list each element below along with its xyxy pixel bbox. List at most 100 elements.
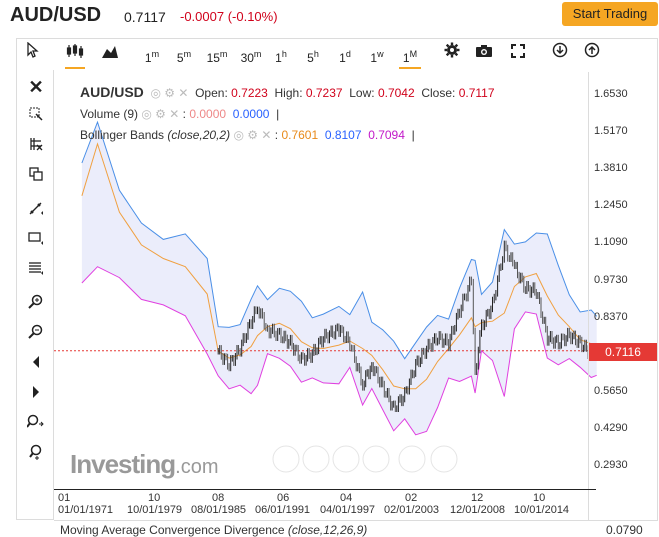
legend-bollinger: Bollinger Bands (close,20,2) ◎ ⚙ ✕ : 0.7… <box>80 128 415 142</box>
upload-icon[interactable] <box>581 39 603 69</box>
y-tick: 0.2930 <box>594 459 628 471</box>
open-label: Open: <box>195 86 228 100</box>
x-tick-top: 10 <box>148 492 161 504</box>
x-tick-date: 06/01/1991 <box>255 504 311 516</box>
drawing-toolbar: ✕ <box>16 70 54 520</box>
open-value: 0.7223 <box>231 86 268 100</box>
x-tick-top: 01 <box>58 492 71 504</box>
scroll-left-icon[interactable] <box>25 354 47 376</box>
fib-levels-icon[interactable] <box>25 260 47 282</box>
download-icon[interactable] <box>549 39 571 69</box>
zoom-out-icon[interactable] <box>25 324 47 346</box>
x-tick-date: 10/01/1979 <box>127 504 183 516</box>
bollinger-lower-line <box>81 266 597 436</box>
macd-params: (close,12,26,9) <box>287 523 368 537</box>
gear-icon[interactable] <box>441 39 463 69</box>
y-tick: 1.1090 <box>594 236 628 248</box>
bb-bar: | <box>411 128 415 142</box>
fullscreen-icon[interactable] <box>507 39 529 69</box>
interval-30m[interactable]: 30m <box>240 49 262 65</box>
x-tick-top: 12 <box>471 492 484 504</box>
close-icon[interactable]: ✕ <box>28 77 44 97</box>
interval-15m[interactable]: 15m <box>206 49 228 65</box>
legend-volume: Volume (9) ◎ ⚙ ✕ : 0.0000 0.0000 | <box>80 107 279 121</box>
interval-1w[interactable]: 1w <box>370 49 384 65</box>
volume-label: Volume (9) <box>80 107 139 121</box>
area-chart-icon[interactable] <box>99 39 121 69</box>
y-tick: 1.5170 <box>594 125 628 137</box>
copy-icon[interactable] <box>25 166 47 188</box>
macd-title-text: Moving Average Convergence Divergence <box>60 523 285 537</box>
bb-eye-icon[interactable]: ◎ ⚙ ✕ <box>233 128 272 142</box>
y-tick: 0.5650 <box>594 385 628 397</box>
y-axis-line <box>588 72 589 520</box>
low-value: 0.7042 <box>377 86 415 100</box>
interval-5m[interactable]: 5m <box>176 49 192 65</box>
volume-sep: : <box>182 107 187 121</box>
x-tick-date: 02/01/2003 <box>384 504 440 516</box>
bb-params: (close,20,2) <box>167 128 231 142</box>
legend-ohlc: AUD/USD ◎ ⚙ ✕ Open: 0.7223 High: 0.7237 … <box>80 84 495 100</box>
bb-sep: : <box>274 128 279 142</box>
volume-eye-icon[interactable]: ◎ ⚙ ✕ <box>141 107 180 121</box>
bollinger-upper-line <box>81 120 598 360</box>
y-tick: 1.2450 <box>594 199 628 211</box>
macd-panel: Moving Average Convergence Divergence (c… <box>54 520 658 537</box>
chart-nav-buttons <box>272 445 458 473</box>
y-tick: 0.8370 <box>594 311 628 323</box>
crosshair-delete-icon[interactable] <box>25 136 47 158</box>
investing-logo: Investing.com <box>70 449 218 480</box>
y-tick: 0.9730 <box>594 274 628 286</box>
select-remove-icon[interactable] <box>25 106 47 128</box>
bollinger-band-fill <box>81 122 597 435</box>
x-tick-date: 04/01/1997 <box>320 504 376 516</box>
interval-1M[interactable]: 1M <box>395 39 425 69</box>
logo-brand: Investing <box>70 449 176 479</box>
rectangle-icon[interactable] <box>25 230 47 252</box>
x-tick-top: 04 <box>340 492 353 504</box>
interval-1h[interactable]: 1h <box>275 49 287 65</box>
bb-label: Bollinger Bands <box>80 128 165 142</box>
x-tick-date: 10/01/2014 <box>514 504 570 516</box>
legend-symbol: AUD/USD <box>80 84 144 100</box>
chart-toolbar: 1m 5m 15m 30m 1h 5h 1d 1w 1M <box>16 38 658 70</box>
high-label: High: <box>274 86 303 100</box>
x-tick-date: 01/01/1971 <box>58 504 114 516</box>
x-axis-line <box>54 489 596 490</box>
last-price-tag: 0.7116 <box>589 343 657 361</box>
macd-title: Moving Average Convergence Divergence (c… <box>60 523 367 537</box>
price-change: -0.0007 (-0.10%) <box>180 9 278 24</box>
x-tick-top: 02 <box>405 492 418 504</box>
bb-upper-value: 0.8107 <box>324 128 362 142</box>
logo-suffix: .com <box>175 456 219 478</box>
cursor-icon[interactable] <box>23 39 43 69</box>
start-trading-button[interactable]: Start Trading <box>562 2 658 26</box>
trend-line-icon[interactable] <box>25 200 47 222</box>
y-tick: 1.3810 <box>594 162 628 174</box>
x-tick-date: 08/01/1985 <box>191 504 247 516</box>
y-tick: 0.4290 <box>594 422 628 434</box>
volume-value-a: 0.0000 <box>189 107 227 121</box>
y-tick: 1.6530 <box>594 88 628 100</box>
eye-icon[interactable]: ◎ ⚙ ✕ <box>147 86 192 100</box>
pair-name: AUD/USD <box>10 4 102 26</box>
low-label: Low: <box>349 86 375 100</box>
bb-lower-value: 0.7094 <box>368 128 405 142</box>
interval-1m[interactable]: 1m <box>144 49 160 65</box>
close-label: Close: <box>421 86 456 100</box>
interval-1d[interactable]: 1d <box>339 49 351 65</box>
close-value: 0.7117 <box>458 86 495 100</box>
camera-icon[interactable] <box>473 39 495 69</box>
bb-mid-value: 0.7601 <box>281 128 319 142</box>
x-tick-top: 06 <box>277 492 290 504</box>
candlestick-chart-icon[interactable] <box>61 39 89 69</box>
scroll-right-icon[interactable] <box>25 384 47 406</box>
interval-5h[interactable]: 5h <box>307 49 319 65</box>
macd-value: 0.0790 <box>606 523 643 537</box>
volume-bar: | <box>276 107 280 121</box>
zoom-reset-icon[interactable] <box>25 444 47 466</box>
volume-value-b: 0.0000 <box>232 107 270 121</box>
x-tick-top: 10 <box>533 492 546 504</box>
zoom-pan-icon[interactable] <box>25 414 47 436</box>
zoom-in-icon[interactable] <box>25 294 47 316</box>
